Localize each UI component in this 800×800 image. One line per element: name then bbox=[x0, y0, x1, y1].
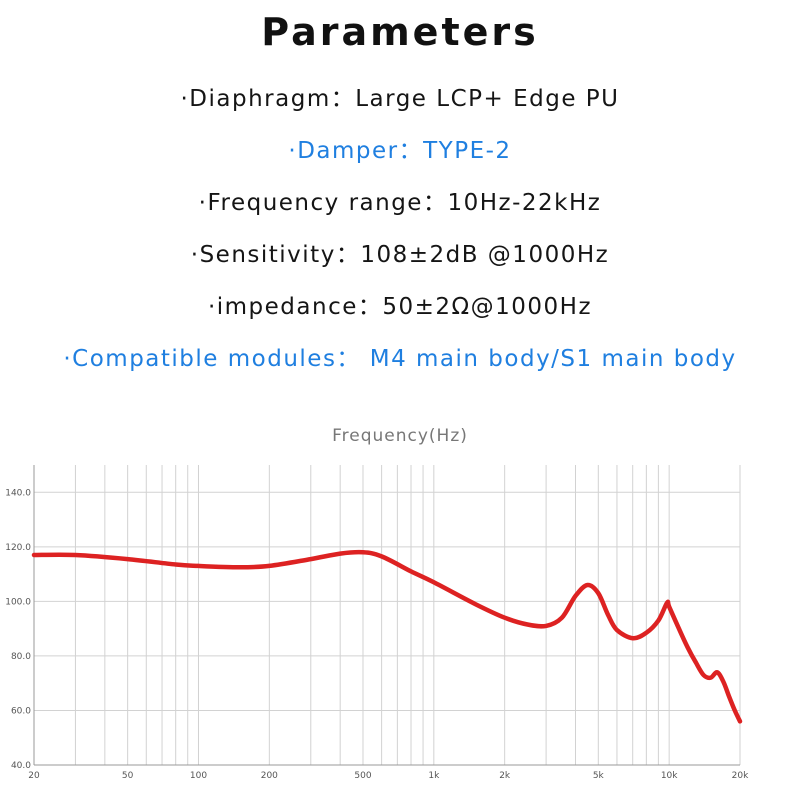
x-tick-label: 200 bbox=[261, 771, 278, 781]
spec-compatible-modules: ·Compatible modules： M4 main body/S1 mai… bbox=[63, 346, 737, 372]
x-tick-label: 2k bbox=[499, 771, 511, 781]
x-tick-label: 10k bbox=[661, 771, 678, 781]
x-tick-label: 20k bbox=[732, 771, 749, 781]
x-tick-label: 100 bbox=[190, 771, 207, 781]
x-tick-label: 1k bbox=[428, 771, 440, 781]
spec-damper: ·Damper：TYPE-2 bbox=[288, 138, 512, 164]
spec-list: ·Diaphragm：Large LCP+ Edge PU ·Damper：TY… bbox=[0, 74, 800, 386]
spec-diaphragm: ·Diaphragm：Large LCP+ Edge PU bbox=[180, 86, 620, 112]
y-tick-label: 80.0 bbox=[11, 652, 31, 662]
y-tick-label: 120.0 bbox=[5, 543, 31, 553]
y-tick-label: 60.0 bbox=[11, 706, 31, 716]
spec-frequency-range: ·Frequency range：10Hz-22kHz bbox=[198, 190, 602, 216]
chart-title: Frequency(Hz) bbox=[332, 426, 468, 446]
page-title: Parameters bbox=[261, 10, 539, 54]
frequency-response-chart: 40.0 60.0 80.0 100.0 120.0 140.0 20 50 100 200 500… bbox=[5, 465, 749, 781]
x-tick-label: 5k bbox=[593, 771, 605, 781]
y-tick-label: 40.0 bbox=[11, 761, 31, 771]
y-tick-label: 100.0 bbox=[5, 597, 31, 607]
x-tick-label: 20 bbox=[28, 771, 40, 781]
frequency-response-line bbox=[31, 549, 743, 724]
y-tick-label: 140.0 bbox=[5, 488, 31, 498]
x-tick-label: 50 bbox=[122, 771, 134, 781]
x-tick-label: 500 bbox=[354, 771, 371, 781]
spec-impedance: ·impedance：50±2Ω@1000Hz bbox=[207, 294, 593, 320]
spec-sensitivity: ·Sensitivity：108±2dB @1000Hz bbox=[190, 242, 610, 268]
